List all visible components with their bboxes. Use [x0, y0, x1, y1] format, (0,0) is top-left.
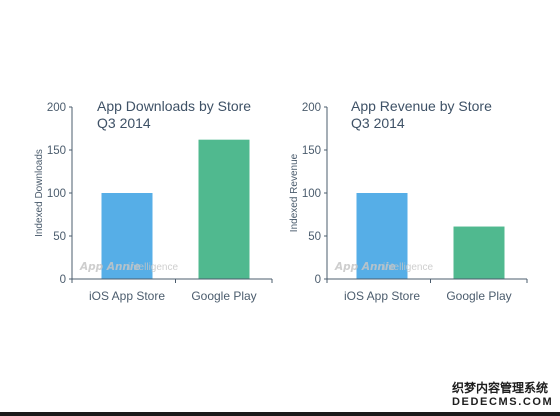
y-tick-label: 100: [47, 188, 66, 200]
chart-title: App Revenue by Store: [351, 98, 492, 114]
plot-area: iOS App Store Google Play 0 50 100 150 200: [47, 102, 273, 303]
x-tick-label: Google Play: [446, 289, 511, 303]
watermark-brand: App Annie: [334, 261, 396, 273]
site-watermark: 织梦内容管理系统 DEDECMS.COM: [452, 381, 556, 409]
downloads-chart: App Downloads by Store Q3 2014 Indexed D…: [34, 98, 273, 303]
chart-subtitle: Q3 2014: [351, 115, 405, 131]
x-tick-label: iOS App Store: [89, 289, 165, 303]
site-watermark-line1: 织梦内容管理系统: [452, 381, 549, 395]
y-tick-label: 150: [47, 145, 66, 157]
y-tick-label: 100: [302, 188, 321, 200]
bar-google-play: [453, 226, 505, 279]
y-tick-label: 200: [302, 102, 321, 114]
y-tick-label: 50: [53, 231, 66, 243]
x-tick-label: Google Play: [191, 289, 256, 303]
bar-google-play: [198, 139, 250, 279]
revenue-chart: App Revenue by Store Q3 2014 Indexed Rev…: [289, 98, 528, 303]
y-tick-label: 0: [60, 274, 66, 286]
y-tick-label: 50: [308, 231, 321, 243]
chart-title: App Downloads by Store: [97, 98, 251, 114]
y-tick-label: 0: [315, 274, 321, 286]
y-axis-label: Indexed Revenue: [289, 153, 300, 232]
bar-ios-app-store: [101, 193, 153, 279]
site-watermark-line2: DEDECMS.COM: [452, 396, 554, 408]
bar-ios-app-store: [356, 193, 408, 279]
app-annie-watermark: App Annie intelligence: [79, 261, 178, 273]
y-axis-label: Indexed Downloads: [34, 149, 45, 237]
plot-area: iOS App Store Google Play 0 50 100 150 200: [302, 102, 528, 303]
app-annie-watermark: App Annie intelligence: [334, 261, 433, 273]
watermark-brand: App Annie: [79, 261, 141, 273]
chart-subtitle: Q3 2014: [97, 115, 151, 131]
watermark-suffix: intelligence: [128, 262, 178, 273]
bottom-border: [0, 412, 560, 416]
y-tick-label: 200: [47, 102, 66, 114]
watermark-suffix: intelligence: [383, 262, 433, 273]
y-tick-label: 150: [302, 145, 321, 157]
x-tick-label: iOS App Store: [344, 289, 420, 303]
